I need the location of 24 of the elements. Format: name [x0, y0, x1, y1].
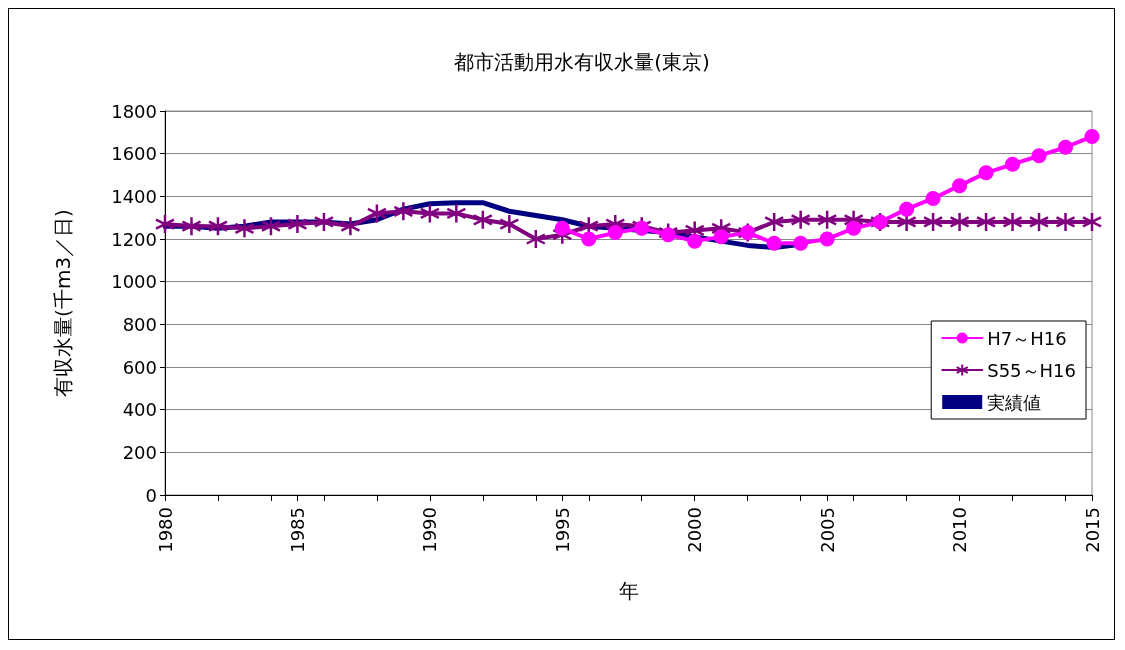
legend-label: 実績値 — [987, 391, 1042, 413]
y-tick-label: 1800 — [111, 100, 157, 122]
y-tick-label: 1000 — [111, 271, 157, 293]
x-axis-title: 年 — [618, 579, 639, 603]
y-tick-label: 600 — [122, 356, 157, 378]
legend-label: S55～H16 — [987, 359, 1077, 381]
y-tick-label: 800 — [122, 313, 157, 335]
x-tick-label: 1990 — [419, 507, 441, 553]
x-tick-label: 2000 — [684, 507, 706, 553]
y-tick-label: 0 — [145, 484, 157, 506]
x-tick-label: 2010 — [949, 507, 971, 553]
y-tick-label: 400 — [122, 399, 157, 421]
y-tick-label: 1200 — [111, 228, 157, 250]
x-tick-label: 1980 — [154, 507, 176, 553]
y-tick-label: 1600 — [111, 143, 157, 165]
y-tick-label: 1400 — [111, 185, 157, 207]
x-tick-label: 1985 — [286, 507, 308, 553]
y-axis-title: 有収水量(千m3／日) — [51, 209, 75, 397]
legend-label: H7～H16 — [987, 327, 1067, 349]
x-tick-label: 1995 — [551, 507, 573, 553]
y-tick-label: 200 — [122, 441, 157, 463]
x-tick-label: 2015 — [1081, 507, 1103, 553]
chart-title: 都市活動用水有収水量(東京) — [454, 50, 710, 74]
x-tick-label: 2005 — [816, 507, 838, 553]
